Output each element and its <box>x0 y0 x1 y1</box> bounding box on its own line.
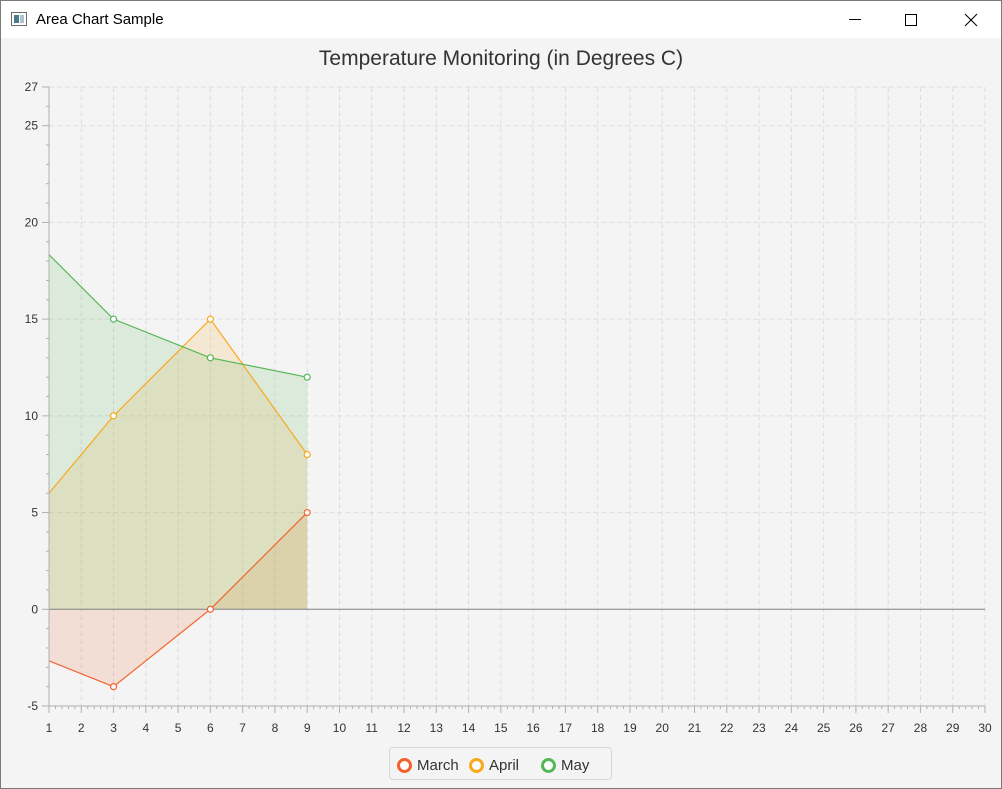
y-tick-label: 25 <box>25 119 39 133</box>
data-point-may <box>206 354 214 362</box>
close-icon <box>964 13 978 27</box>
x-tick-label: 24 <box>785 721 799 735</box>
maximize-button[interactable] <box>883 1 939 38</box>
x-tick-label: 9 <box>304 721 311 735</box>
maximize-icon <box>905 14 917 26</box>
y-axis-ticks: -5 0 5 10 15 20 25 27 <box>25 80 49 713</box>
data-point-march <box>303 508 311 517</box>
minimize-icon <box>849 19 861 20</box>
area-fill-may <box>49 254 308 610</box>
x-tick-label: 29 <box>946 721 960 735</box>
data-point-april <box>109 412 118 420</box>
y-tick-label: 10 <box>25 409 39 423</box>
x-tick-label: 7 <box>239 721 246 735</box>
data-point-may <box>109 315 118 323</box>
x-tick-label: 18 <box>591 721 605 735</box>
window-title: Area Chart Sample <box>36 11 164 28</box>
chart-title: Temperature Monitoring (in Degrees C) <box>318 47 684 70</box>
data-point-march <box>109 683 118 691</box>
x-tick-label: 4 <box>142 721 149 735</box>
grid-lines <box>49 86 986 706</box>
series-line-march <box>49 512 308 688</box>
legend-swatch-april <box>469 757 484 773</box>
legend-label-april: April <box>489 756 520 774</box>
x-tick-label: 6 <box>207 721 214 735</box>
legend-item-march: March <box>397 756 459 774</box>
x-tick-label: 2 <box>78 721 85 735</box>
x-axis-ticks: 1 2 3 4 5 6 7 8 9 10 11 12 13 14 15 16 17 18 19 20 21 22 23 24 2… <box>46 706 992 735</box>
x-tick-label: 3 <box>110 721 117 735</box>
series-areas <box>49 254 308 687</box>
legend-swatch-may <box>541 757 556 773</box>
x-tick-label: 30 <box>978 721 992 735</box>
legend-item-may: May <box>541 756 589 774</box>
x-tick-label: 25 <box>817 721 831 735</box>
y-tick-label: -5 <box>27 699 38 713</box>
x-tick-label: 22 <box>720 721 734 735</box>
series-line-may <box>49 253 308 378</box>
legend-swatch-march <box>397 757 412 773</box>
x-tick-label: 13 <box>430 721 444 735</box>
x-tick-label: 19 <box>623 721 637 735</box>
x-tick-label: 8 <box>272 721 279 735</box>
legend-label-march: March <box>417 756 459 774</box>
x-tick-label: 26 <box>849 721 863 735</box>
x-tick-label: 1 <box>46 721 53 735</box>
x-tick-label: 20 <box>656 721 670 735</box>
x-tick-label: 28 <box>914 721 928 735</box>
x-tick-label: 16 <box>526 721 540 735</box>
legend-label-may: May <box>561 756 590 774</box>
data-point-may <box>303 373 311 381</box>
data-point-march <box>206 605 214 613</box>
y-tick-label: 20 <box>25 215 39 229</box>
x-tick-label: 21 <box>688 721 702 735</box>
app-icon <box>11 12 27 26</box>
title-bar[interactable]: Area Chart Sample <box>1 1 1001 38</box>
area-fill-march <box>49 512 308 687</box>
x-tick-label: 12 <box>397 721 411 735</box>
legend: March April May <box>389 747 612 780</box>
area-fill-april <box>49 319 308 610</box>
x-tick-label: 27 <box>881 721 895 735</box>
y-tick-label: 27 <box>25 80 39 94</box>
data-point-april <box>303 450 311 459</box>
y-tick-label: 5 <box>31 506 38 520</box>
data-point-april <box>206 315 214 323</box>
x-tick-label: 14 <box>462 721 476 735</box>
x-tick-label: 11 <box>366 721 379 735</box>
x-tick-label: 23 <box>752 721 766 735</box>
y-tick-label: 0 <box>31 602 38 616</box>
series-line-april <box>49 318 308 495</box>
y-tick-label: 15 <box>25 312 39 326</box>
x-tick-label: 5 <box>175 721 182 735</box>
legend-item-april: April <box>469 756 519 774</box>
series-lines <box>49 253 308 688</box>
x-tick-label: 10 <box>333 721 347 735</box>
x-tick-label: 17 <box>559 721 573 735</box>
minimize-button[interactable] <box>827 1 883 38</box>
close-button[interactable] <box>943 1 999 38</box>
data-points <box>109 315 311 691</box>
x-tick-label: 15 <box>494 721 508 735</box>
